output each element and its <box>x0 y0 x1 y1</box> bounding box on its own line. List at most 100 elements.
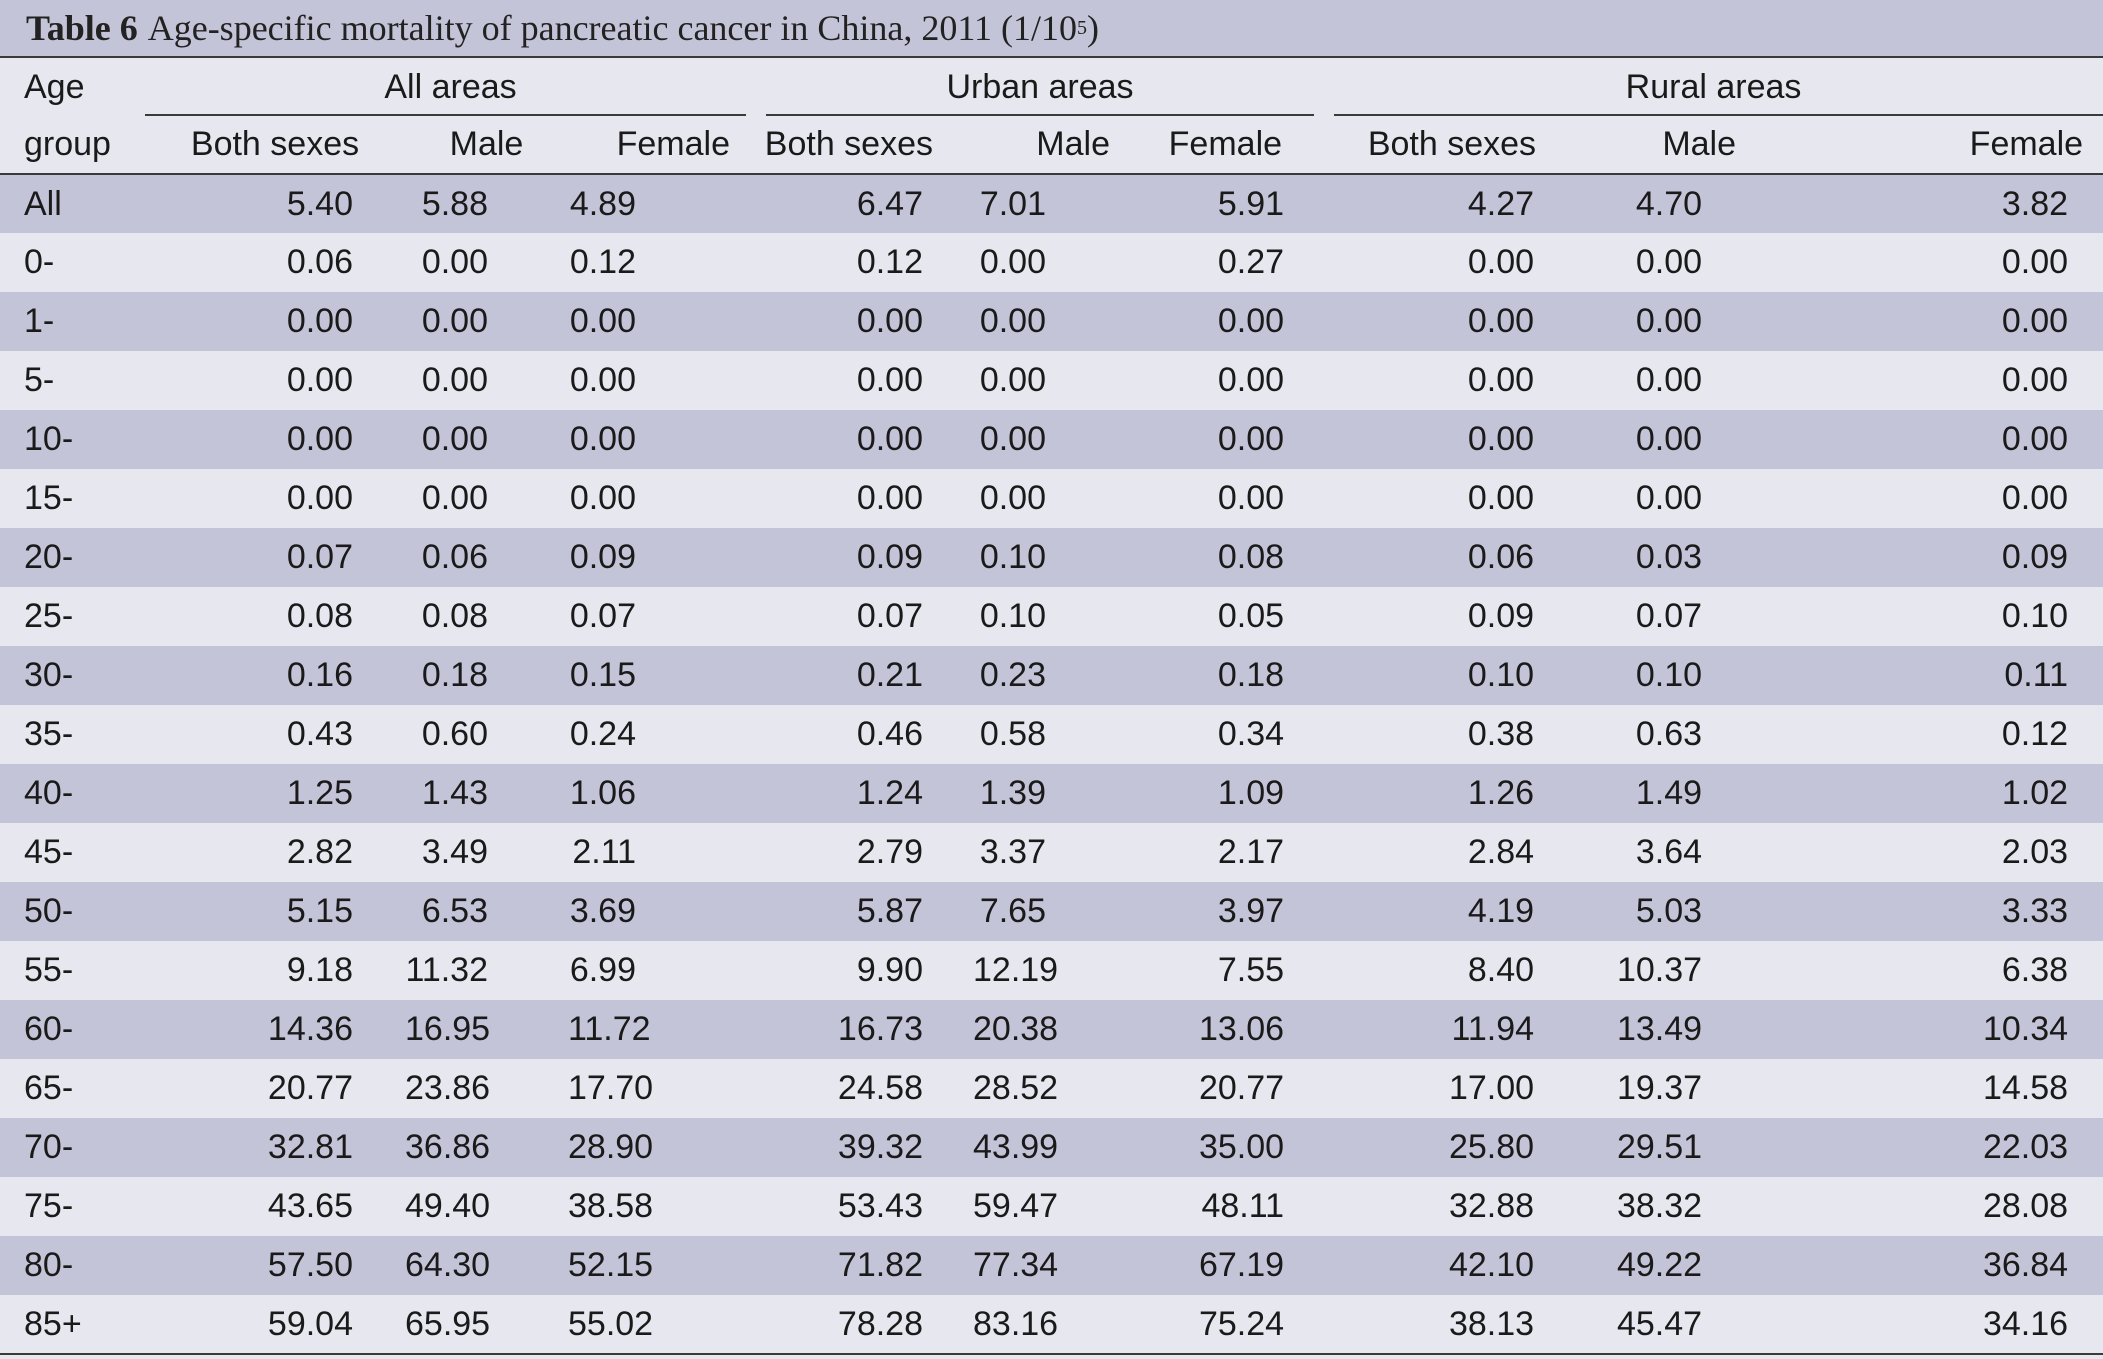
subcol-header: Female <box>1136 116 1325 175</box>
table-row: 10- 0.00 0.00 0.00 0.00 0.00 0.00 0.00 0.00 0.00 <box>0 410 2103 469</box>
table-row: 65- 20.77 23.86 17.70 24.58 28.52 20.77 17.00 19… <box>0 1059 2103 1118</box>
value-cell: 0.00 <box>568 351 756 410</box>
value-cell: 49.22 <box>1584 1236 1783 1295</box>
value-cell: 3.64 <box>1584 823 1783 882</box>
value-cell: 5.03 <box>1584 882 1783 941</box>
value-cell: 14.36 <box>145 1000 405 1059</box>
value-cell: 2.82 <box>145 823 405 882</box>
value-cell: 11.32 <box>405 941 568 1000</box>
value-cell: 4.19 <box>1324 882 1585 941</box>
value-cell: 0.10 <box>1584 646 1783 705</box>
value-cell: 0.00 <box>1782 469 2103 528</box>
value-cell: 3.33 <box>1782 882 2103 941</box>
value-cell: 0.43 <box>145 705 405 764</box>
value-cell: 0.00 <box>1782 410 2103 469</box>
group-label: All areas <box>384 67 517 106</box>
value-cell: 0.00 <box>1136 469 1325 528</box>
value-cell: 0.00 <box>145 469 405 528</box>
value-cell: 0.46 <box>756 705 973 764</box>
value-cell: 9.18 <box>145 941 405 1000</box>
value-cell: 0.00 <box>1324 351 1585 410</box>
age-group-cell: 40- <box>0 764 145 823</box>
value-cell: 57.50 <box>145 1236 405 1295</box>
value-cell: 25.80 <box>1324 1118 1585 1177</box>
value-cell: 0.11 <box>1782 646 2103 705</box>
value-cell: 0.09 <box>1324 587 1585 646</box>
age-group-cell: 35- <box>0 705 145 764</box>
caption-text-end: ) <box>1087 8 1100 48</box>
age-header-line2: group <box>0 116 145 175</box>
value-cell: 23.86 <box>405 1059 568 1118</box>
subcol-header: Both sexes <box>1324 116 1585 175</box>
value-cell: 1.49 <box>1584 764 1783 823</box>
table-row: 50- 5.15 6.53 3.69 5.87 7.65 3.97 4.19 5.03 3.33 <box>0 882 2103 941</box>
value-cell: 38.32 <box>1584 1177 1783 1236</box>
table-row: 35- 0.43 0.60 0.24 0.46 0.58 0.34 0.38 0.63 0.12 <box>0 705 2103 764</box>
value-cell: 0.23 <box>973 646 1136 705</box>
value-cell: 0.15 <box>568 646 756 705</box>
value-cell: 45.47 <box>1584 1295 1783 1355</box>
value-cell: 0.09 <box>1782 528 2103 587</box>
value-cell: 7.55 <box>1136 941 1325 1000</box>
value-cell: 0.16 <box>145 646 405 705</box>
caption-text: Age-specific mortality of pancreatic can… <box>147 8 1078 48</box>
group-header-all-areas: All areas <box>145 58 756 116</box>
value-cell: 0.00 <box>1584 469 1783 528</box>
value-cell: 0.07 <box>1584 587 1783 646</box>
value-cell: 67.19 <box>1136 1236 1325 1295</box>
value-cell: 0.00 <box>1136 292 1325 351</box>
value-cell: 20.77 <box>1136 1059 1325 1118</box>
value-cell: 6.53 <box>405 882 568 941</box>
subcol-header: Male <box>973 116 1136 175</box>
table-row: 1- 0.00 0.00 0.00 0.00 0.00 0.00 0.00 0.00 0.00 <box>0 292 2103 351</box>
value-cell: 28.52 <box>973 1059 1136 1118</box>
table-caption: Table 6 Age-specific mortality of pancre… <box>0 0 2103 58</box>
value-cell: 71.82 <box>756 1236 973 1295</box>
value-cell: 0.00 <box>145 292 405 351</box>
value-cell: 0.00 <box>973 292 1136 351</box>
value-cell: 49.40 <box>405 1177 568 1236</box>
group-divider <box>766 114 1315 116</box>
value-cell: 32.88 <box>1324 1177 1585 1236</box>
value-cell: 1.39 <box>973 764 1136 823</box>
table-row: All 5.40 5.88 4.89 6.47 7.01 5.91 4.27 4.70 3.82 <box>0 174 2103 233</box>
value-cell: 0.58 <box>973 705 1136 764</box>
value-cell: 2.03 <box>1782 823 2103 882</box>
value-cell: 52.15 <box>568 1236 756 1295</box>
value-cell: 0.07 <box>145 528 405 587</box>
value-cell: 28.08 <box>1782 1177 2103 1236</box>
value-cell: 0.00 <box>145 351 405 410</box>
age-group-cell: 55- <box>0 941 145 1000</box>
value-cell: 0.08 <box>1136 528 1325 587</box>
age-group-cell: 80- <box>0 1236 145 1295</box>
age-group-cell: 85+ <box>0 1295 145 1355</box>
age-group-cell: 25- <box>0 587 145 646</box>
age-group-cell: 1- <box>0 292 145 351</box>
group-divider <box>1334 114 2103 116</box>
value-cell: 19.37 <box>1584 1059 1783 1118</box>
value-cell: 0.08 <box>145 587 405 646</box>
subcol-header: Both sexes <box>145 116 405 175</box>
value-cell: 0.00 <box>1782 233 2103 292</box>
value-cell: 29.51 <box>1584 1118 1783 1177</box>
header-group-row: Age All areas Urban areas Rural areas <box>0 58 2103 116</box>
age-group-cell: 50- <box>0 882 145 941</box>
value-cell: 0.00 <box>405 292 568 351</box>
value-cell: 0.00 <box>973 469 1136 528</box>
value-cell: 1.26 <box>1324 764 1585 823</box>
value-cell: 0.12 <box>568 233 756 292</box>
value-cell: 0.06 <box>145 233 405 292</box>
subcol-header: Male <box>1584 116 1783 175</box>
value-cell: 34.16 <box>1782 1295 2103 1355</box>
value-cell: 1.43 <box>405 764 568 823</box>
value-cell: 5.91 <box>1136 174 1325 233</box>
value-cell: 0.07 <box>568 587 756 646</box>
value-cell: 3.97 <box>1136 882 1325 941</box>
mortality-table: Age All areas Urban areas Rural areas gr… <box>0 58 2103 1355</box>
value-cell: 0.38 <box>1324 705 1585 764</box>
value-cell: 1.02 <box>1782 764 2103 823</box>
value-cell: 16.73 <box>756 1000 973 1059</box>
value-cell: 10.37 <box>1584 941 1783 1000</box>
value-cell: 0.00 <box>973 410 1136 469</box>
